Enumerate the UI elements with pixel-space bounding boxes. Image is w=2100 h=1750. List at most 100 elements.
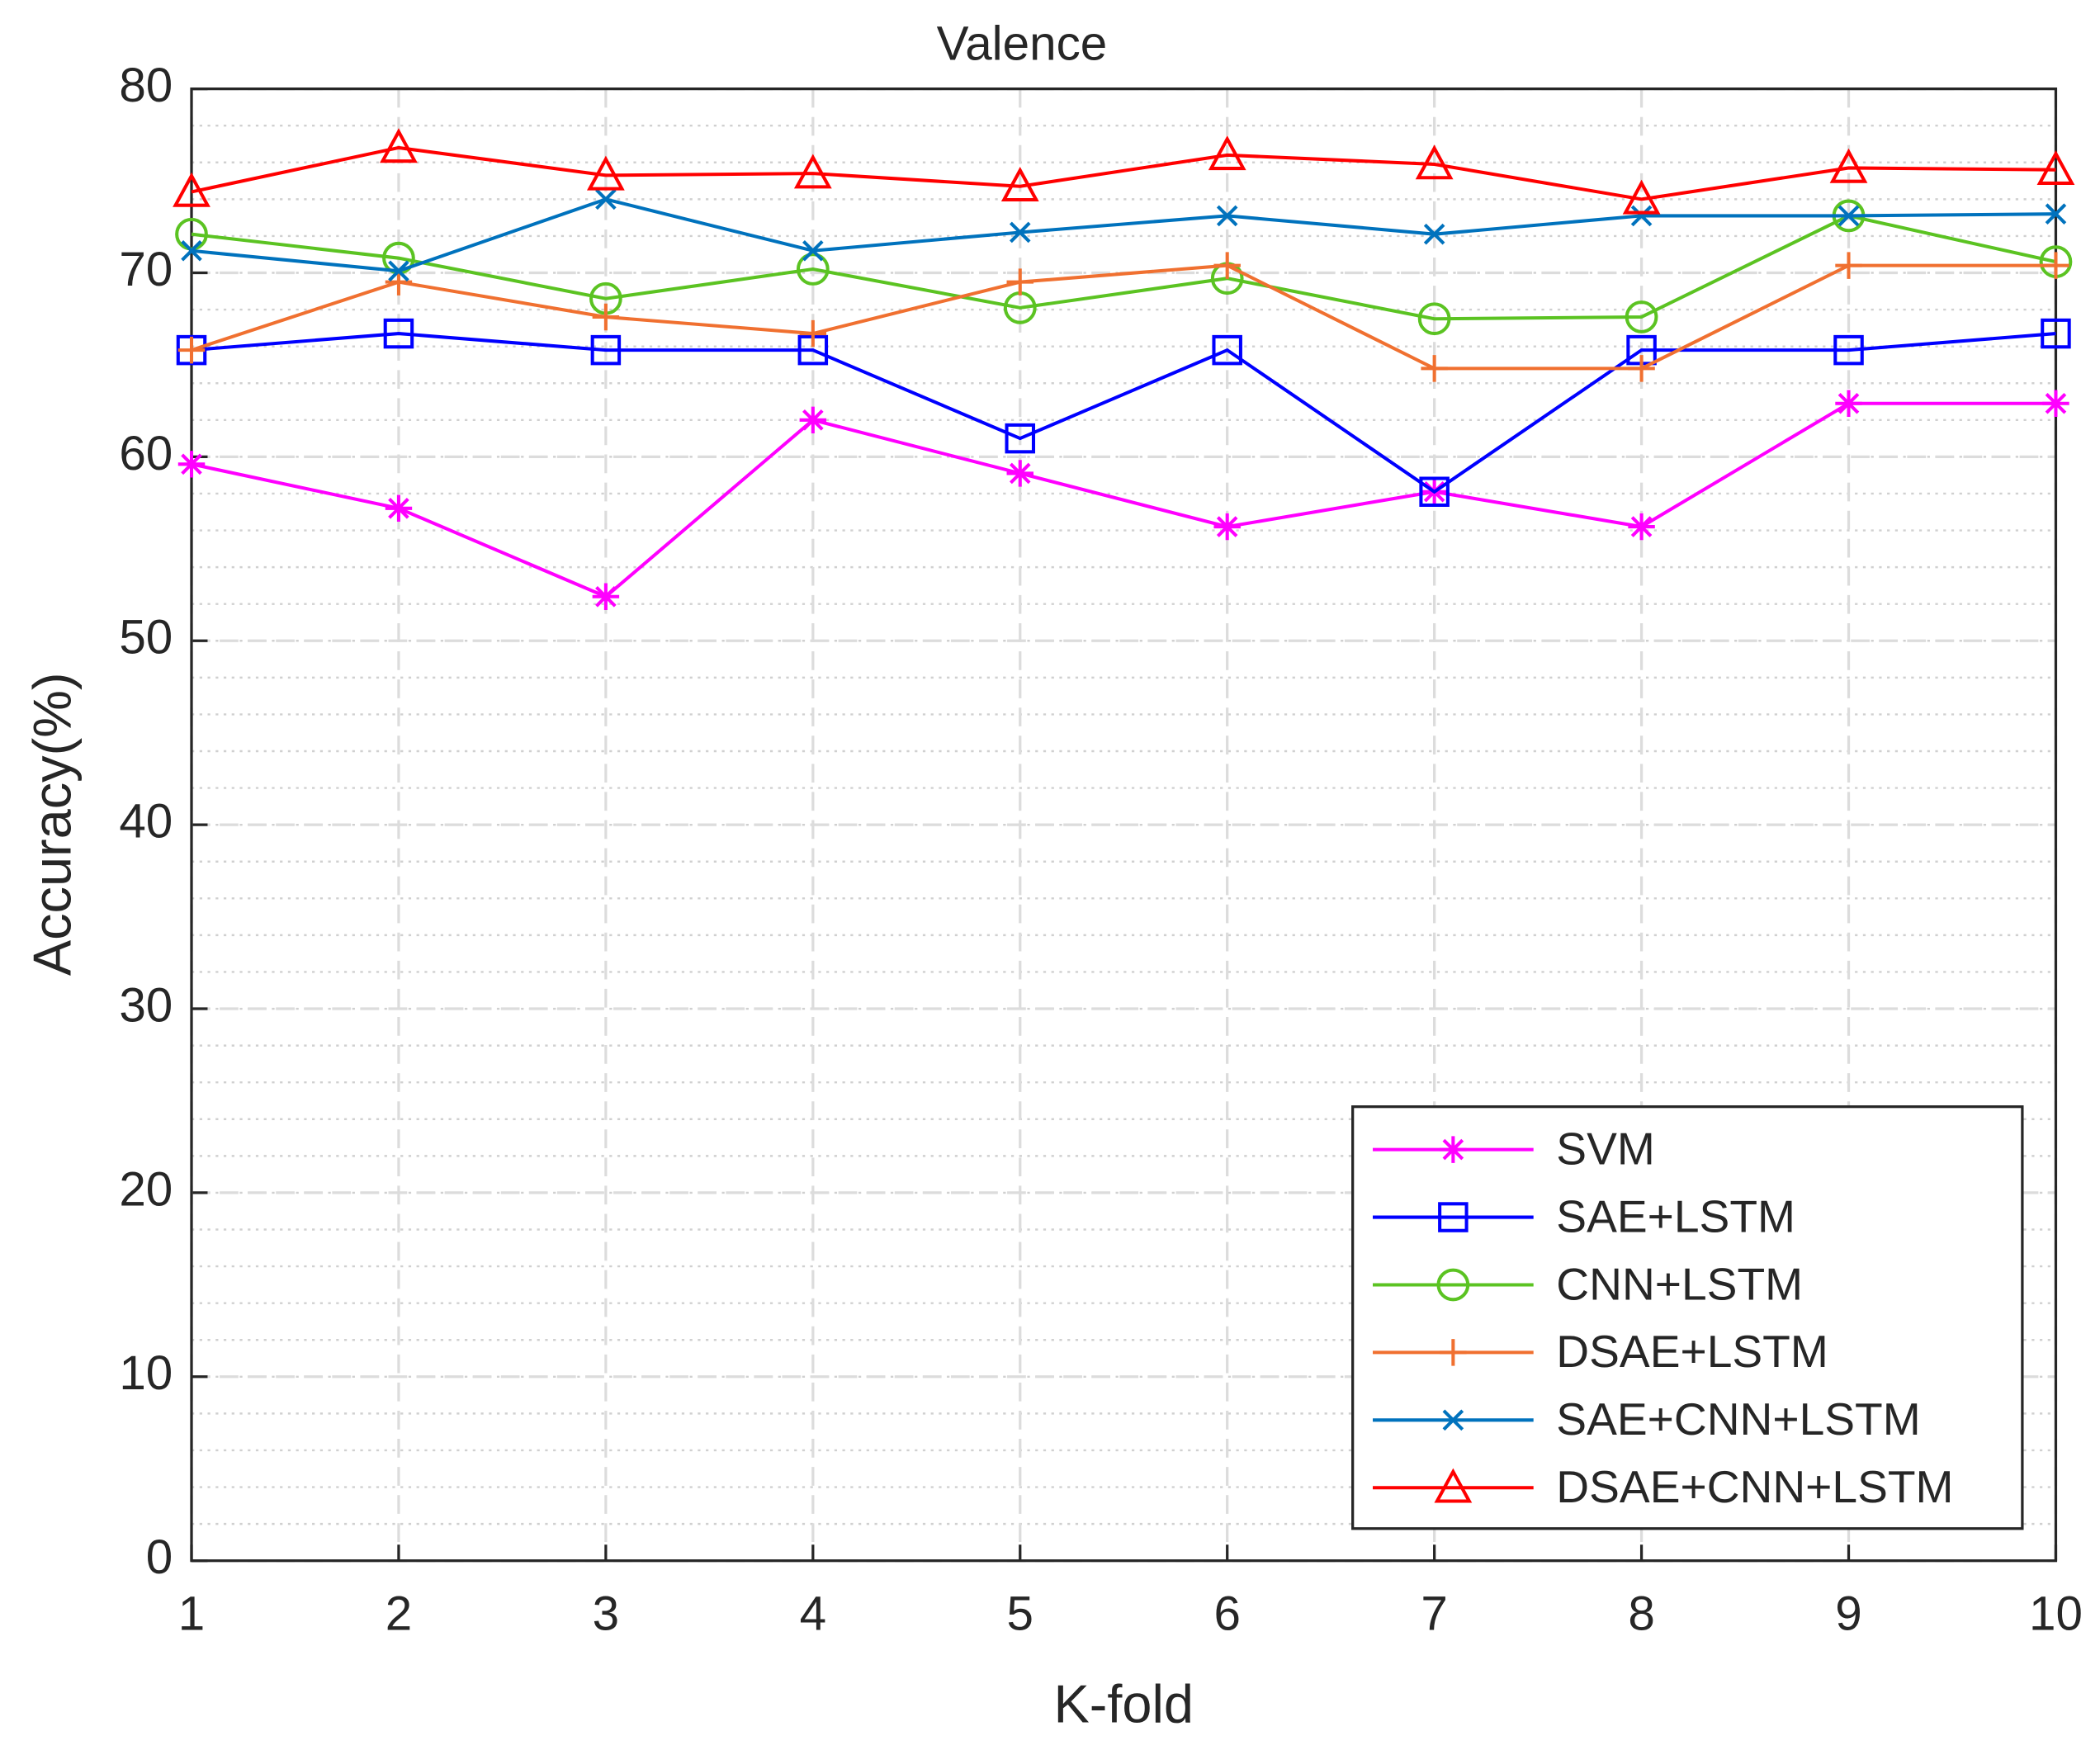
marker xyxy=(1622,179,1661,215)
x-tick-label: 3 xyxy=(593,1587,619,1640)
series-line xyxy=(191,145,2056,201)
legend-marker xyxy=(1440,1136,1467,1163)
marker-shape xyxy=(1208,135,1246,171)
marker-shape xyxy=(1006,460,1033,487)
marker xyxy=(796,253,830,286)
marker-shape xyxy=(1622,179,1661,215)
legend-marker xyxy=(1438,1202,1469,1232)
x-tick-label: 9 xyxy=(1835,1587,1861,1640)
marker xyxy=(2036,149,2075,185)
marker-shape xyxy=(796,253,830,286)
marker-shape xyxy=(1213,252,1241,279)
x-tick-label: 6 xyxy=(1213,1587,1240,1640)
legend-label: DSAE+LSTM xyxy=(1556,1326,1828,1377)
x-tick-label: 2 xyxy=(385,1587,412,1640)
legend-label: SAE+CNN+LSTM xyxy=(1556,1393,1920,1445)
series-line xyxy=(191,332,2056,494)
marker-shape xyxy=(1419,476,1450,507)
marker xyxy=(1419,476,1450,507)
legend-marker xyxy=(1440,1136,1467,1163)
marker xyxy=(1423,223,1445,245)
marker xyxy=(1006,268,1033,296)
marker-shape xyxy=(1442,1409,1464,1431)
marker-shape xyxy=(1415,144,1454,180)
marker xyxy=(1628,355,1655,382)
series-line xyxy=(191,197,2056,273)
marker xyxy=(802,239,824,262)
marker-shape xyxy=(388,260,409,282)
legend-label: SVM xyxy=(1556,1123,1655,1174)
marker-shape xyxy=(592,303,620,331)
marker-shape xyxy=(802,239,824,262)
marker-shape xyxy=(592,583,620,611)
marker-shape xyxy=(793,154,832,189)
marker-shape xyxy=(1000,167,1039,202)
marker-shape xyxy=(2042,252,2069,279)
x-tick-label: 7 xyxy=(1421,1587,1447,1640)
marker xyxy=(1213,513,1241,541)
marker xyxy=(1006,460,1033,487)
marker xyxy=(2042,252,2069,279)
marker-shape xyxy=(590,334,622,366)
marker xyxy=(380,128,418,163)
marker xyxy=(177,451,206,478)
marker xyxy=(1415,144,1454,180)
marker xyxy=(587,155,625,191)
marker-shape xyxy=(1434,1468,1473,1503)
marker-shape xyxy=(181,239,202,262)
legend-marker xyxy=(1440,1339,1467,1366)
legend-label: DSAE+CNN+LSTM xyxy=(1556,1461,1953,1512)
marker xyxy=(1838,205,1860,227)
marker xyxy=(1005,423,1036,454)
plot-frame xyxy=(190,88,2058,1563)
marker-shape xyxy=(799,319,827,348)
marker-shape xyxy=(1630,205,1653,227)
marker-shape xyxy=(799,406,827,434)
marker-shape xyxy=(1417,302,1451,336)
y-tick-label: 80 xyxy=(119,59,173,112)
marker-shape xyxy=(383,318,414,349)
marker xyxy=(173,172,210,207)
legend-marker xyxy=(1434,1468,1473,1503)
marker-shape xyxy=(380,128,418,163)
marker xyxy=(799,406,827,434)
marker xyxy=(590,334,622,366)
marker xyxy=(2041,318,2071,349)
x-tick-label: 1 xyxy=(178,1587,205,1640)
legend-label: SAE+LSTM xyxy=(1556,1190,1795,1242)
marker-shape xyxy=(1212,334,1242,366)
marker xyxy=(181,239,202,262)
y-tick-label: 60 xyxy=(119,427,173,480)
marker xyxy=(1417,302,1451,336)
marker xyxy=(592,583,620,611)
marker xyxy=(1625,300,1658,333)
y-tick-label: 70 xyxy=(119,243,173,296)
marker-shape xyxy=(595,188,617,210)
y-tick-label: 20 xyxy=(119,1162,173,1216)
marker-shape xyxy=(1628,355,1655,382)
y-tick-label: 10 xyxy=(119,1346,173,1400)
marker-shape xyxy=(1833,334,1864,366)
x-tick-label: 8 xyxy=(1628,1587,1654,1640)
marker-shape xyxy=(1009,221,1031,244)
marker xyxy=(383,318,414,349)
y-tick-label: 0 xyxy=(146,1530,173,1584)
marker xyxy=(388,260,409,282)
marker-shape xyxy=(1625,300,1658,333)
legend-marker xyxy=(1442,1409,1464,1431)
legend-marker xyxy=(1436,1268,1470,1302)
x-tick-label: 4 xyxy=(800,1587,826,1640)
marker-shape xyxy=(1835,252,1862,279)
marker xyxy=(1835,390,1862,417)
x-axis-label: K-fold xyxy=(1053,1673,1193,1733)
legend-marker xyxy=(1434,1468,1473,1503)
series-line xyxy=(191,263,2056,371)
marker-shape xyxy=(1440,1136,1467,1163)
marker xyxy=(1208,135,1246,171)
marker-shape xyxy=(173,172,210,207)
marker xyxy=(1212,334,1242,366)
marker-shape xyxy=(1628,513,1655,541)
marker-shape xyxy=(1440,1339,1467,1366)
marker-shape xyxy=(1421,355,1448,382)
